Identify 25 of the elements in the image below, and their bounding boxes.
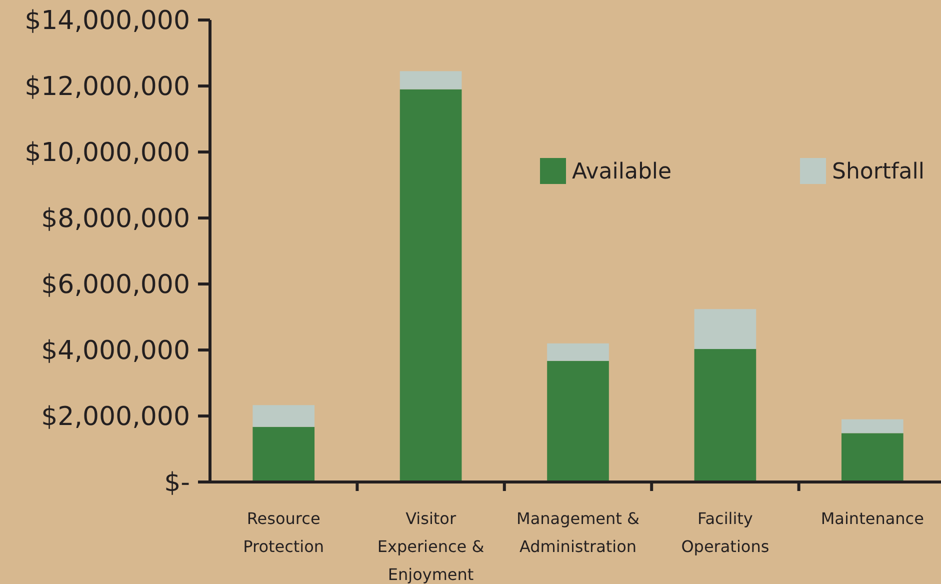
legend-label: Shortfall (832, 160, 924, 185)
bar (694, 309, 756, 350)
bar (547, 360, 609, 482)
x-tick-label: Maintenance (820, 509, 924, 528)
x-tick-label: Management & Administration (516, 509, 640, 556)
y-tick-label: $4,000,000 (41, 336, 190, 366)
y-tick-label: $8,000,000 (41, 204, 190, 234)
bar (252, 405, 315, 427)
x-tick-label: Visitor Experience & Enjoyment (377, 509, 484, 584)
x-tick-label: Facility Operations (681, 509, 770, 556)
bar (547, 343, 609, 361)
y-tick-label: $- (164, 468, 190, 498)
bar (841, 433, 904, 482)
x-tick-label: Resource Protection (243, 509, 324, 556)
y-tick-label: $6,000,000 (41, 270, 190, 300)
bar (400, 89, 462, 482)
bar (400, 71, 462, 90)
y-tick-label: $2,000,000 (41, 402, 190, 432)
y-tick-label: $12,000,000 (24, 72, 190, 102)
bar (841, 419, 904, 434)
bar (252, 426, 315, 482)
y-tick-label: $14,000,000 (24, 6, 190, 36)
y-tick-label: $10,000,000 (24, 138, 190, 168)
legend-label: Available (572, 160, 672, 185)
bar (694, 349, 756, 482)
